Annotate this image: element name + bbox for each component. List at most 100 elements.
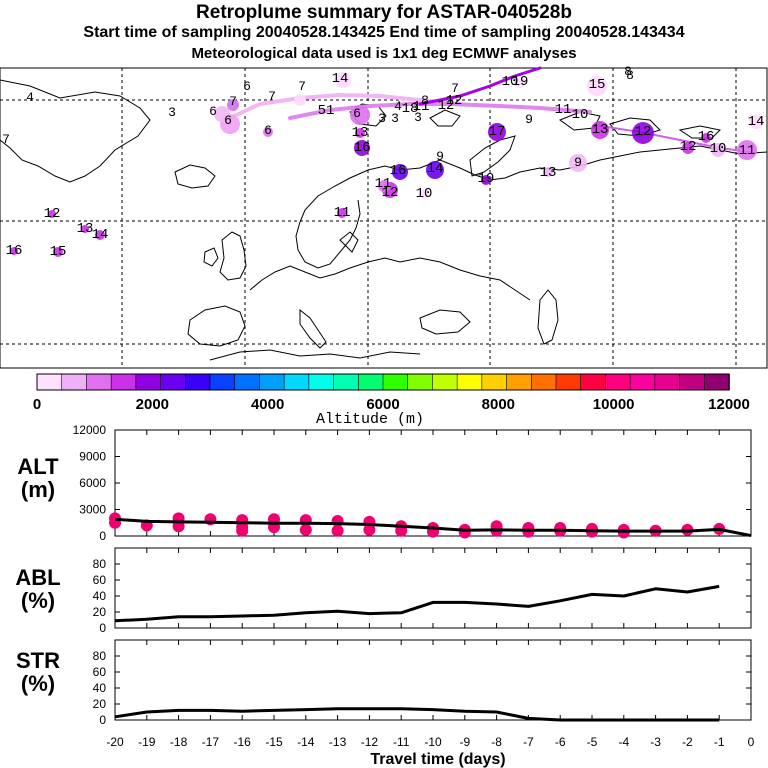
x-axis-label: Travel time (days) xyxy=(370,751,505,768)
plume-dot xyxy=(632,122,654,144)
map-day-label: 11 xyxy=(555,102,572,118)
plume-dot xyxy=(419,189,429,199)
panel-unit: (%) xyxy=(21,671,55,696)
y-tick-label: 20 xyxy=(93,697,107,711)
map-day-label: 6 xyxy=(243,79,251,94)
map-day-label: 19 xyxy=(512,74,529,90)
map-day-label: 14 xyxy=(427,161,444,177)
x-tick-label: -7 xyxy=(523,735,534,749)
map-day-label: 12 xyxy=(438,98,455,114)
plume-dot xyxy=(543,167,553,177)
map-day-label: 6 xyxy=(209,104,217,119)
colorbar-swatch xyxy=(703,373,730,391)
x-tick-label: -11 xyxy=(393,735,410,749)
y-tick-label: 60 xyxy=(93,573,107,587)
map-day-label: 14 xyxy=(92,227,109,243)
colorbar-swatch xyxy=(160,373,187,391)
colorbar-tick-label: 0 xyxy=(33,396,41,413)
y-tick-label: 0 xyxy=(99,713,106,727)
plume-dot xyxy=(378,180,390,192)
plume-dot xyxy=(263,127,273,137)
plume-dot xyxy=(335,72,351,88)
y-tick-label: 9000 xyxy=(79,450,106,464)
colorbar-tick-label: 4000 xyxy=(251,396,284,413)
colorbar-swatch xyxy=(481,373,508,391)
series-line xyxy=(114,584,720,623)
map-day-label: 3 xyxy=(391,111,399,126)
colorbar-swatch xyxy=(308,373,335,391)
map-day-label: 9 xyxy=(574,155,582,170)
colorbar-swatch xyxy=(555,373,582,391)
x-tick-label: -17 xyxy=(202,735,220,749)
plume-dot xyxy=(227,99,239,111)
colorbar-swatch xyxy=(86,373,112,391)
x-tick-label: -18 xyxy=(170,735,188,749)
colorbar-swatch xyxy=(61,373,88,391)
map-day-label: 7 xyxy=(2,132,10,147)
plume-dot xyxy=(355,128,365,138)
x-tick-label: -14 xyxy=(297,735,315,749)
map-day-label: 7 xyxy=(298,79,306,94)
map-plume-dots xyxy=(10,72,763,257)
sampling-times: Start time of sampling 20040528.143425 E… xyxy=(83,24,685,41)
map-day-label: 13 xyxy=(592,122,609,138)
map-day-label: 4 xyxy=(394,99,402,114)
altitude-point xyxy=(363,523,376,536)
meteo-info: Meteorological data used is 1x1 deg ECMW… xyxy=(191,45,577,62)
plume-dot xyxy=(426,161,444,179)
x-tick-label: -13 xyxy=(329,735,347,749)
plume-dot xyxy=(514,76,526,88)
colorbar-tick-label: 10000 xyxy=(593,396,635,413)
y-tick-label: 80 xyxy=(93,649,107,663)
colorbar-swatch xyxy=(259,373,285,391)
colorbar-tick-label: 12000 xyxy=(708,396,750,413)
colorbar-swatch xyxy=(654,373,681,391)
plume-dot xyxy=(682,142,694,154)
map-day-label: 15 xyxy=(50,244,67,260)
plume-dot xyxy=(350,105,370,125)
y-tick-label: 0 xyxy=(99,621,106,635)
y-tick-label: 6000 xyxy=(79,476,106,490)
map-day-label: 11 xyxy=(334,205,351,221)
plume-dot xyxy=(711,143,725,157)
map-day-label: 12 xyxy=(635,124,652,140)
coastlines xyxy=(0,79,768,361)
map-day-label: 12 xyxy=(382,185,399,201)
x-tick-labels: -20 -19 -18 -17 -16 -15 -14 -13 -12 -11 -10 -9 -8 -7-… xyxy=(106,735,754,749)
map-day-label: 7 xyxy=(229,94,237,109)
series-line xyxy=(114,707,720,722)
colorbar-label: Altitude (m) xyxy=(316,411,424,428)
y-tick-label: 12000 xyxy=(73,423,107,437)
altitude-point xyxy=(458,526,471,539)
map-day-label: 16 xyxy=(354,140,371,156)
colorbar-swatch xyxy=(333,373,360,391)
map-day-label: 8 xyxy=(624,64,632,79)
chart-title: Retroplume summary for ASTAR-040528b xyxy=(196,2,572,23)
plume-dot xyxy=(737,140,757,160)
y-tick-label: 40 xyxy=(93,681,107,695)
map-day-label: 14 xyxy=(332,71,349,87)
altitude-point xyxy=(299,523,312,536)
panel-unit: (%) xyxy=(21,588,55,613)
x-tick-label: -15 xyxy=(265,735,283,749)
plume-dot xyxy=(587,76,607,96)
panel-alt: 12000 9000 6000 3000 0 ALT(m) xyxy=(17,423,752,543)
map-day-label: 51 xyxy=(318,103,335,119)
map-day-label: 14 xyxy=(748,114,765,130)
x-tick-label: -19 xyxy=(138,735,156,749)
trajectory-lines xyxy=(228,66,751,153)
colorbar-tick-label: 6000 xyxy=(366,396,399,413)
map-day-label: 6 xyxy=(224,113,232,128)
colorbar-swatch xyxy=(382,373,409,391)
colorbar-swatch xyxy=(283,373,310,391)
map-day-label: 19 xyxy=(478,171,495,187)
y-tick-label: 80 xyxy=(93,557,107,571)
map-day-label: 8 xyxy=(626,68,634,83)
map-day-label: 7 xyxy=(451,81,459,96)
plume-dot xyxy=(488,123,506,141)
map-day-label: 11 xyxy=(375,176,392,192)
map-graticule xyxy=(0,68,767,368)
map-day-label: 11 xyxy=(413,99,430,115)
